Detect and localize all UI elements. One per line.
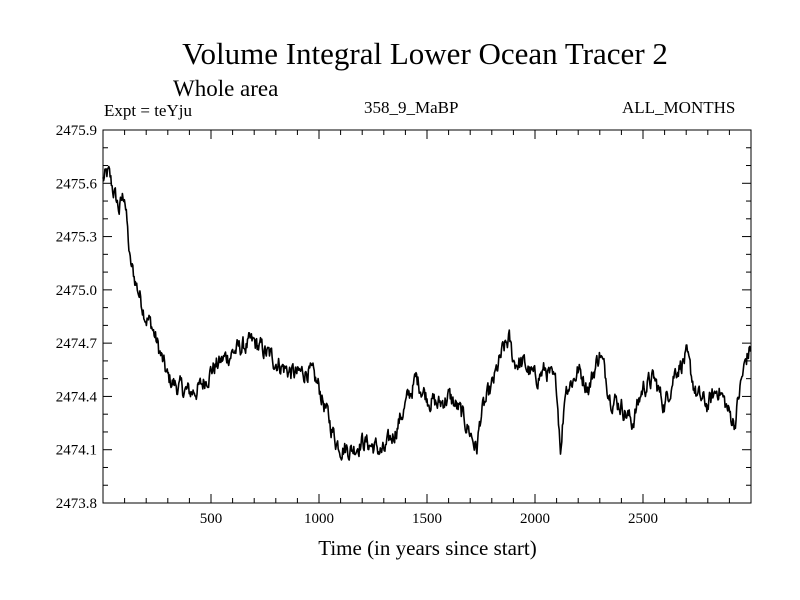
y-tick-label: 2474.7 <box>56 336 98 352</box>
experiment-label: Expt = teYju <box>104 101 192 120</box>
x-tick-label: 1500 <box>412 511 442 527</box>
x-tick-label: 2500 <box>628 511 658 527</box>
y-tick-label: 2475.9 <box>56 123 97 139</box>
x-tick-label: 1000 <box>304 511 334 527</box>
chart-subtitle: Whole area <box>173 76 279 101</box>
y-tick-label: 2474.4 <box>56 389 98 405</box>
plot-frame <box>102 129 752 504</box>
y-tick-label: 2475.3 <box>56 230 97 246</box>
x-tick-label: 2000 <box>520 511 550 527</box>
x-axis-label: Time (in years since start) <box>318 536 537 560</box>
months-label: ALL_MONTHS <box>622 98 736 117</box>
axis-ticks <box>103 129 751 504</box>
axis-tick-labels: 500 1000 1500 2000 2500 2473.8 2474.1 2474.4 247… <box>56 123 658 527</box>
y-tick-label: 2475.6 <box>56 176 98 192</box>
chart-title: Volume Integral Lower Ocean Tracer 2 <box>182 36 668 71</box>
y-tick-label: 2475.0 <box>56 283 97 299</box>
y-tick-label: 2473.8 <box>56 496 97 512</box>
series-line <box>102 165 752 461</box>
x-tick-label: 500 <box>200 511 223 527</box>
y-tick-label: 2474.1 <box>56 443 97 459</box>
run-label: 358_9_MaBP <box>364 98 459 117</box>
